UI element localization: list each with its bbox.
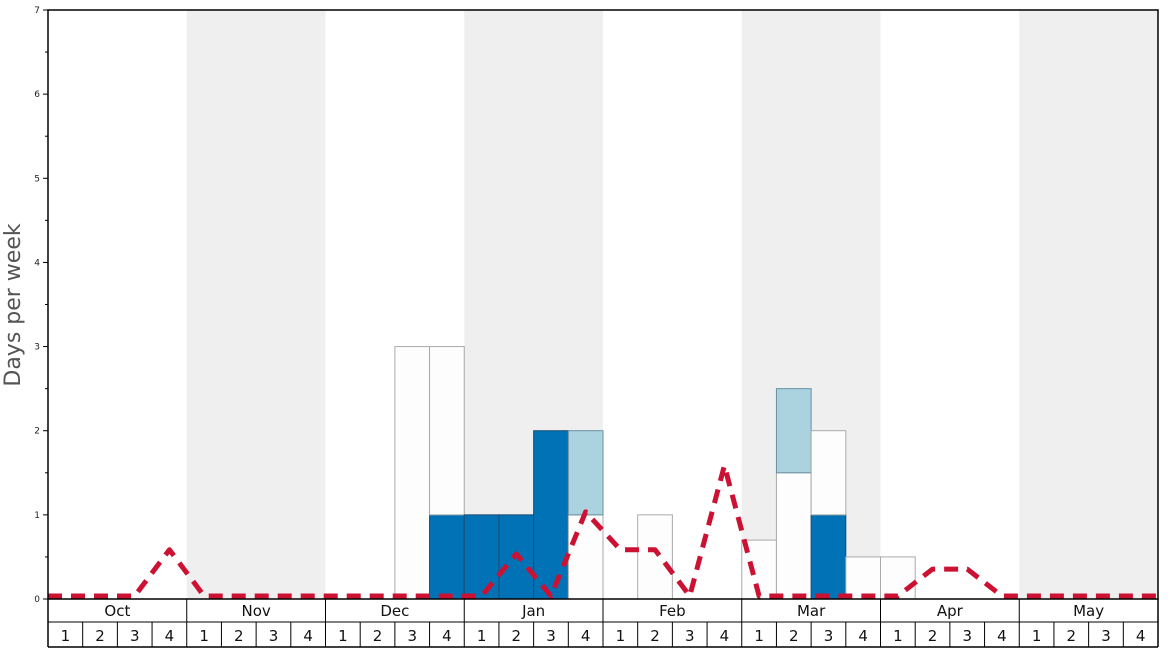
week-label: 3	[1101, 627, 1111, 645]
week-label: 4	[858, 627, 868, 645]
bar-white-11	[429, 346, 465, 516]
y-tick-label: 5	[34, 174, 40, 184]
bar-light-15	[567, 430, 604, 516]
week-label: 2	[789, 627, 799, 645]
bar-white-22	[810, 430, 847, 516]
bar-light-21	[775, 388, 812, 474]
week-label: 3	[685, 627, 695, 645]
week-label: 1	[893, 627, 903, 645]
week-label: 2	[95, 627, 105, 645]
month-label-oct: Oct	[104, 602, 130, 620]
week-label: 2	[512, 627, 522, 645]
week-label: 3	[407, 627, 417, 645]
bar-white-23	[845, 556, 881, 600]
week-label: 1	[1032, 627, 1042, 645]
week-label: 3	[546, 627, 556, 645]
y-tick-label: 1	[34, 511, 40, 521]
week-label: 4	[165, 627, 175, 645]
week-label: 3	[130, 627, 140, 645]
week-label: 1	[61, 627, 71, 645]
week-label: 4	[720, 627, 730, 645]
week-label: 1	[616, 627, 626, 645]
week-label: 1	[199, 627, 209, 645]
week-label: 4	[1136, 627, 1146, 645]
month-band-nov	[186, 10, 326, 599]
bar-dark-22	[810, 514, 847, 600]
bar-white-10	[394, 346, 431, 600]
week-label: 1	[338, 627, 348, 645]
week-label: 3	[962, 627, 972, 645]
month-label-nov: Nov	[241, 602, 270, 620]
week-label: 2	[928, 627, 938, 645]
y-tick-label: 6	[34, 90, 40, 100]
week-label: 3	[824, 627, 834, 645]
y-tick-label: 2	[34, 427, 40, 437]
y-tick-label: 3	[34, 343, 40, 353]
month-bands	[186, 10, 1158, 599]
month-label-jan: Jan	[521, 602, 545, 620]
week-label: 2	[373, 627, 383, 645]
trend-line-layer	[48, 463, 1158, 599]
bar-dark-11	[429, 514, 465, 600]
week-label: 1	[754, 627, 764, 645]
y-tick-label: 7	[34, 6, 40, 16]
week-label: 1	[477, 627, 487, 645]
week-label: 4	[997, 627, 1007, 645]
month-label-may: May	[1073, 602, 1104, 620]
bar-dark-14	[533, 430, 569, 600]
trend-line	[48, 463, 1158, 599]
y-tick-label: 4	[34, 258, 40, 268]
week-label: 4	[303, 627, 313, 645]
week-label: 4	[442, 627, 452, 645]
week-label: 2	[1067, 627, 1077, 645]
y-tick-label: 0	[34, 595, 40, 605]
month-label-apr: Apr	[937, 602, 964, 620]
bars	[394, 346, 916, 600]
month-label-dec: Dec	[380, 602, 409, 620]
bar-white-21	[775, 472, 812, 600]
week-label: 4	[581, 627, 591, 645]
bar-white-15	[567, 514, 604, 600]
bar-white-17	[637, 514, 673, 600]
month-label-mar: Mar	[797, 602, 826, 620]
week-label: 3	[269, 627, 279, 645]
bar-dark-12	[463, 514, 500, 600]
bar-white-24	[880, 556, 916, 600]
month-label-feb: Feb	[659, 602, 686, 620]
y-axis-label: Days per week	[1, 223, 26, 386]
week-label: 2	[650, 627, 660, 645]
x-axis: Oct 1 2 3 4 Nov 1 2 3 4 Dec 1 2 3 4 Jan 1 2 3 4 Feb 1 2 3 4 Mar 1 2…	[47, 599, 1159, 648]
week-label: 2	[234, 627, 244, 645]
month-band-may	[1019, 10, 1158, 599]
